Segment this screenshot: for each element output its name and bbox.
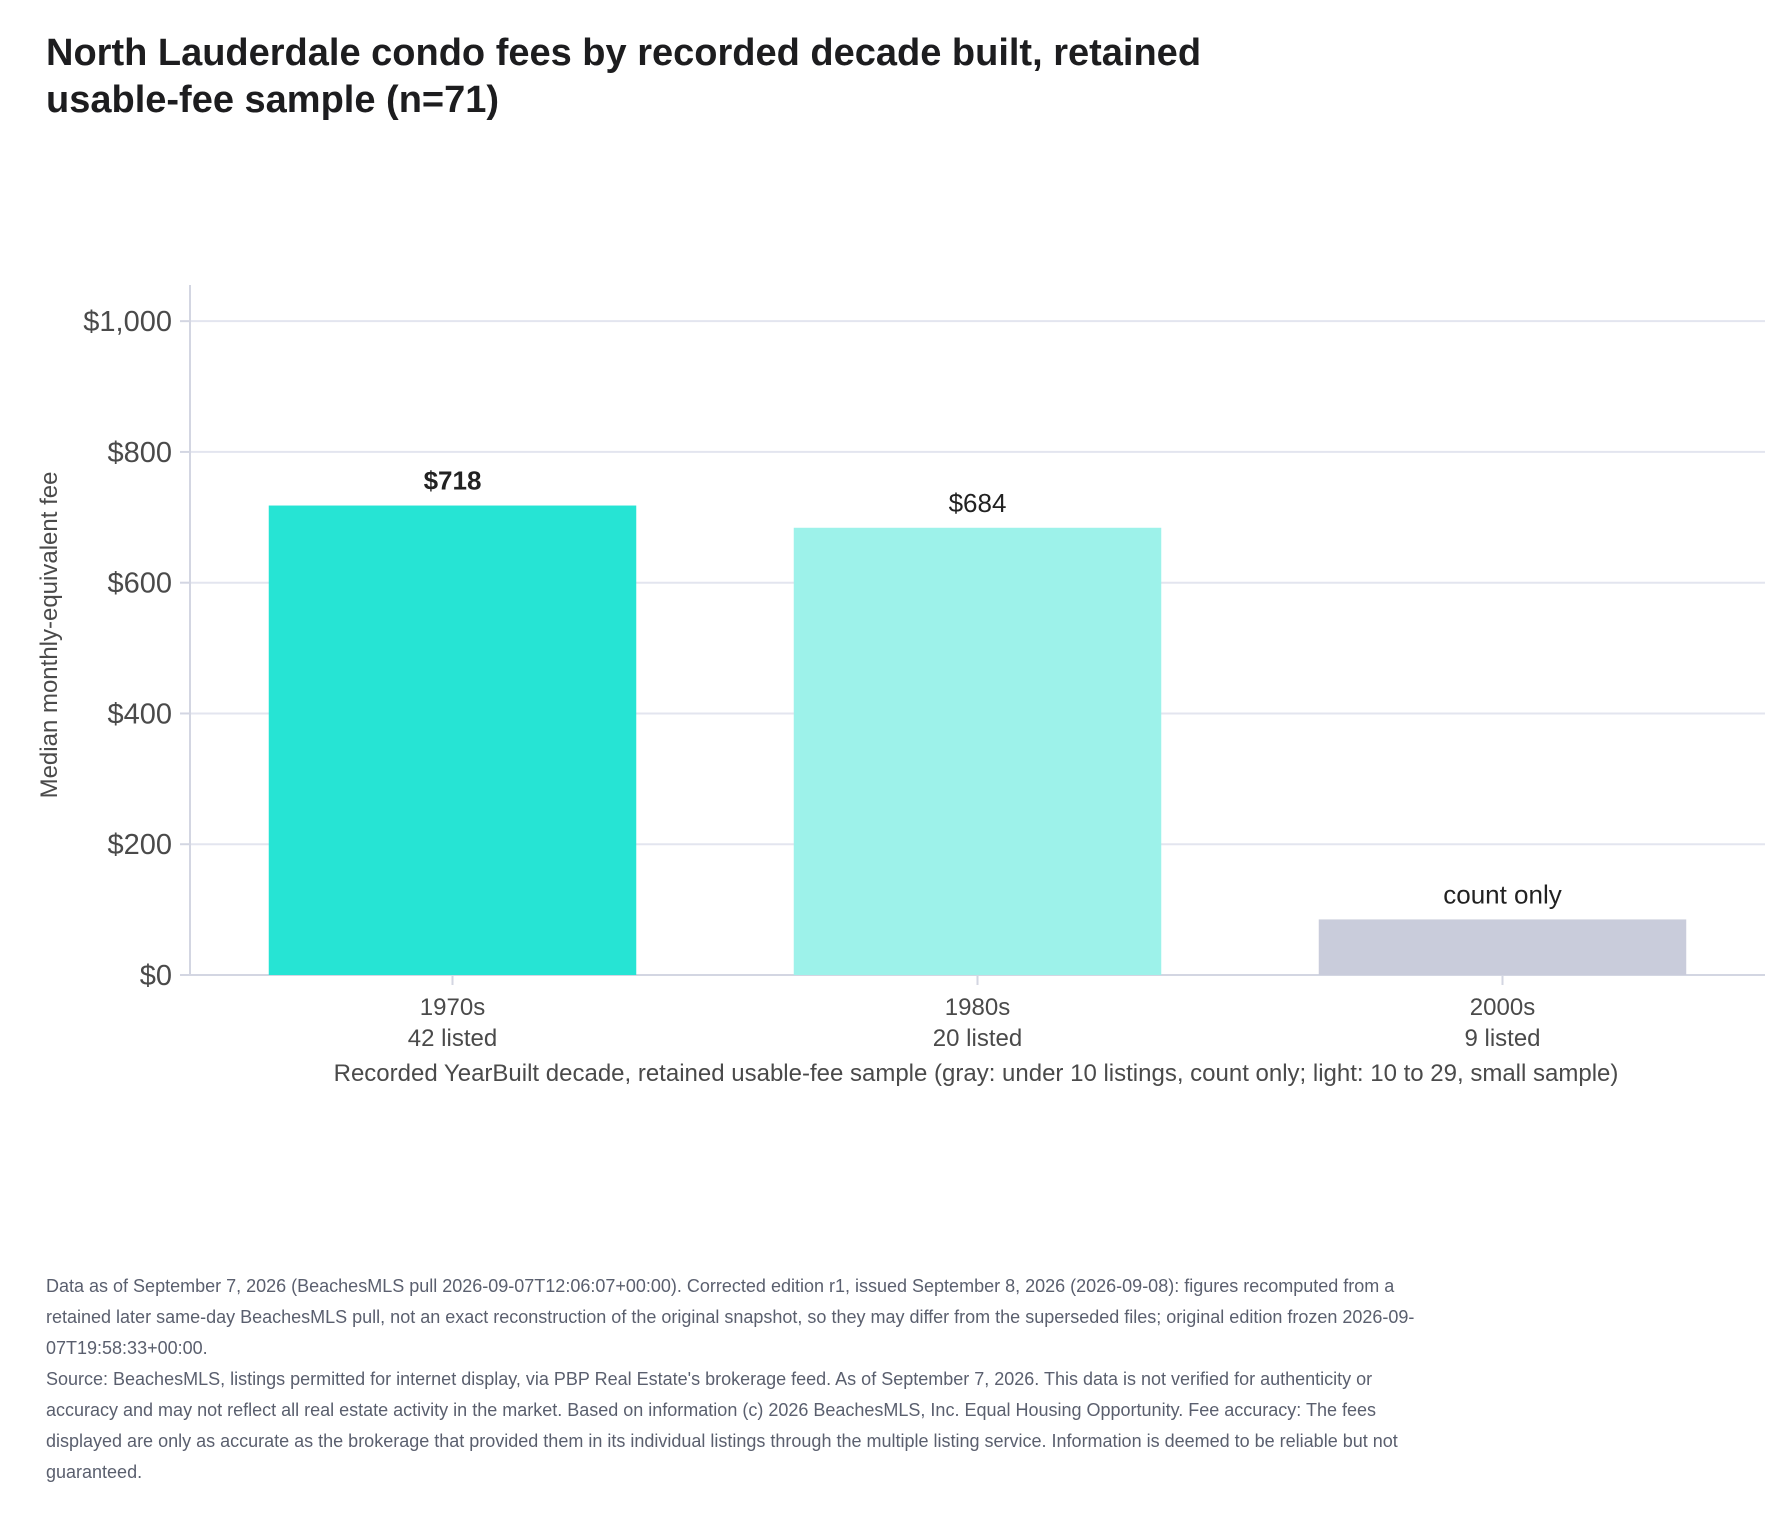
y-tick-label: $400 [107, 698, 172, 730]
x-tick-count: 42 listed [408, 1025, 497, 1052]
y-tick-label: $1,000 [83, 306, 172, 338]
bar-1980s [793, 527, 1162, 975]
source-note: Source: BeachesMLS, listings permitted f… [46, 1369, 1398, 1482]
data-label: count only [1443, 879, 1562, 909]
footnotes: Data as of September 7, 2026 (BeachesMLS… [46, 1271, 1426, 1488]
data-label: $718 [424, 466, 482, 496]
x-tick-label: 1980s [945, 994, 1010, 1021]
y-tick-label: $800 [107, 437, 172, 469]
x-axis-title: Recorded YearBuilt decade, retained usab… [334, 1060, 1619, 1087]
edition-note: Data as of September 7, 2026 (BeachesMLS… [46, 1276, 1415, 1358]
y-axis-title: Median monthly-equivalent fee [36, 472, 63, 799]
x-tick-label: 1970s [420, 994, 485, 1021]
x-tick-label: 2000s [1470, 994, 1535, 1021]
data-label: $684 [949, 488, 1007, 518]
y-tick-label: $600 [107, 568, 172, 600]
labels: $0 $200 $400 $600 $800 $1,000 $718 1970s 42 list… [83, 306, 1561, 1052]
bar-1970s [268, 505, 637, 975]
x-tick-count: 20 listed [933, 1025, 1022, 1052]
bars [268, 505, 1687, 975]
x-tick-count: 9 listed [1464, 1025, 1540, 1052]
y-tick-label: $0 [140, 960, 172, 992]
y-tick-label: $200 [107, 829, 172, 861]
chart-title: North Lauderdale condo fees by recorded … [46, 32, 1202, 121]
bar-2000s [1318, 919, 1687, 975]
